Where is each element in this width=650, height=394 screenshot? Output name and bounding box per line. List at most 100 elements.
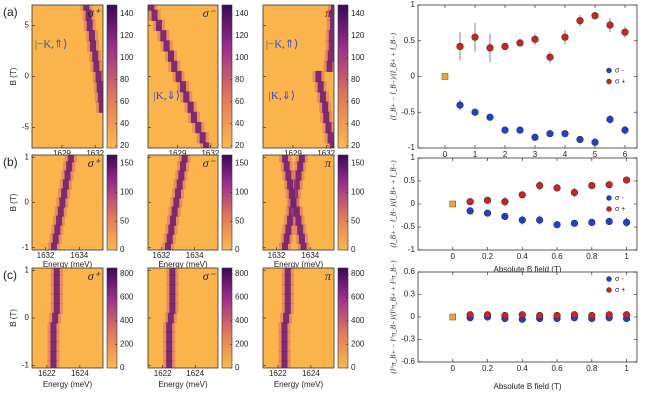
colorbar-tick-label: 100	[120, 188, 134, 197]
legend-label: σ +	[615, 287, 625, 294]
heatmap-halo	[92, 70, 103, 83]
heatmap-halo	[170, 197, 183, 208]
heatmap-halo	[80, 5, 93, 11]
colorbar-tick-label: 150	[235, 159, 249, 168]
data-point	[553, 221, 561, 229]
heatmap-cell	[53, 274, 60, 286]
x-tick-label: 1634	[70, 251, 88, 260]
heatmap-cell	[287, 215, 294, 226]
data-point	[588, 311, 596, 320]
x-tick-label: 0.4	[517, 252, 529, 261]
heatmap-cell	[166, 360, 173, 368]
data-point	[456, 101, 464, 109]
heatmap-halo	[312, 70, 325, 83]
y-tick-label: -1	[408, 245, 416, 254]
heatmap-cell	[295, 215, 302, 226]
colorbar-tick-label: 0	[120, 363, 125, 372]
heatmap-halo	[82, 9, 95, 21]
y-tick-label: 0.5	[404, 36, 416, 45]
legend-marker	[606, 67, 612, 74]
colorbar	[106, 4, 118, 149]
heatmap-cell	[175, 188, 181, 199]
colorbar-tick-label: 50	[351, 216, 360, 225]
heatmap-halo	[64, 155, 77, 163]
polarization-label: σ⁻	[203, 6, 217, 20]
heatmap-halo	[166, 268, 179, 276]
x-tick-label: 1634	[186, 251, 204, 260]
heatmap-cell	[62, 179, 69, 190]
heatmap-cell	[329, 9, 334, 21]
heatmap-cell	[290, 197, 297, 208]
heatmap-halo	[167, 215, 179, 226]
heatmap-halo	[93, 81, 103, 93]
data-point	[546, 53, 554, 61]
polarization-label: σ⁺	[88, 269, 102, 283]
heatmap-halo	[163, 322, 176, 333]
heatmap-cell	[175, 70, 182, 83]
heatmap-cell	[283, 312, 290, 324]
x-axis-label: Energy (meV)	[158, 380, 208, 389]
reference-point	[449, 313, 457, 321]
colorbar-tick-label: 20	[120, 141, 129, 150]
data-point	[621, 126, 629, 134]
data-point	[622, 176, 631, 184]
heatmap-cell	[297, 161, 304, 172]
colorbar-tick-label: 80	[235, 75, 244, 84]
y-tick-label: 0	[25, 313, 30, 322]
colorbar-tick-label: 400	[120, 316, 134, 325]
heatmap-background	[263, 268, 334, 368]
data-point	[606, 115, 614, 123]
heatmap-halo	[87, 40, 100, 52]
heatmap-cell	[155, 19, 162, 32]
heatmap-halo	[47, 331, 60, 343]
heatmap-halo	[166, 303, 179, 314]
x-tick-label: 1622	[269, 369, 287, 378]
y-tick-label: 0.6	[404, 267, 416, 276]
data-point	[570, 188, 579, 197]
heatmap-cell	[328, 40, 334, 52]
colorbar	[337, 154, 349, 251]
heatmap-halo	[295, 233, 308, 244]
x-tick-label: 1629	[169, 149, 187, 158]
x-axis-label: Energy (meV)	[274, 380, 324, 389]
heatmap-cell	[295, 170, 302, 181]
data-point	[576, 17, 584, 25]
heatmap-cell	[281, 350, 288, 362]
data-point	[471, 33, 479, 41]
heatmap-cell	[300, 242, 307, 250]
heatmap-cell	[168, 224, 175, 235]
heatmap-halo	[281, 293, 294, 305]
heatmap-halo	[187, 111, 200, 123]
colorbar-tick-label: 140	[235, 9, 249, 18]
heatmap-halo	[320, 111, 333, 123]
y-tick-label: -1	[22, 361, 30, 370]
heatmap-halo	[280, 312, 293, 324]
colorbar-tick-label: 20	[351, 141, 360, 150]
data-point	[531, 35, 539, 43]
colorbar-tick-label: 0	[235, 245, 240, 254]
data-point	[536, 216, 544, 224]
heatmap-cell	[166, 331, 173, 343]
heatmap-cell	[281, 322, 288, 333]
data-point	[605, 311, 613, 319]
heatmap-cell	[97, 91, 103, 103]
heatmap-halo	[164, 312, 177, 324]
legend-marker	[606, 78, 612, 85]
data-point	[553, 311, 561, 320]
heatmap-halo	[47, 360, 60, 368]
heatmap-halo	[281, 303, 294, 314]
heatmap-cell	[56, 215, 63, 226]
x-tick-label: 6	[623, 150, 628, 159]
heatmap-cell	[283, 161, 290, 172]
heatmap-cell	[57, 206, 64, 217]
state-annotation: |K,⇓⟩	[269, 90, 295, 102]
heatmap-halo	[278, 322, 291, 333]
heatmap-cell	[287, 179, 294, 190]
heatmap-cell	[171, 206, 178, 217]
heatmap-cell	[202, 142, 209, 148]
data-point	[531, 133, 539, 141]
heatmap-halo	[324, 132, 334, 144]
data-point	[606, 21, 614, 29]
heatmap-halo	[163, 331, 176, 343]
heatmap-cell	[285, 170, 292, 181]
